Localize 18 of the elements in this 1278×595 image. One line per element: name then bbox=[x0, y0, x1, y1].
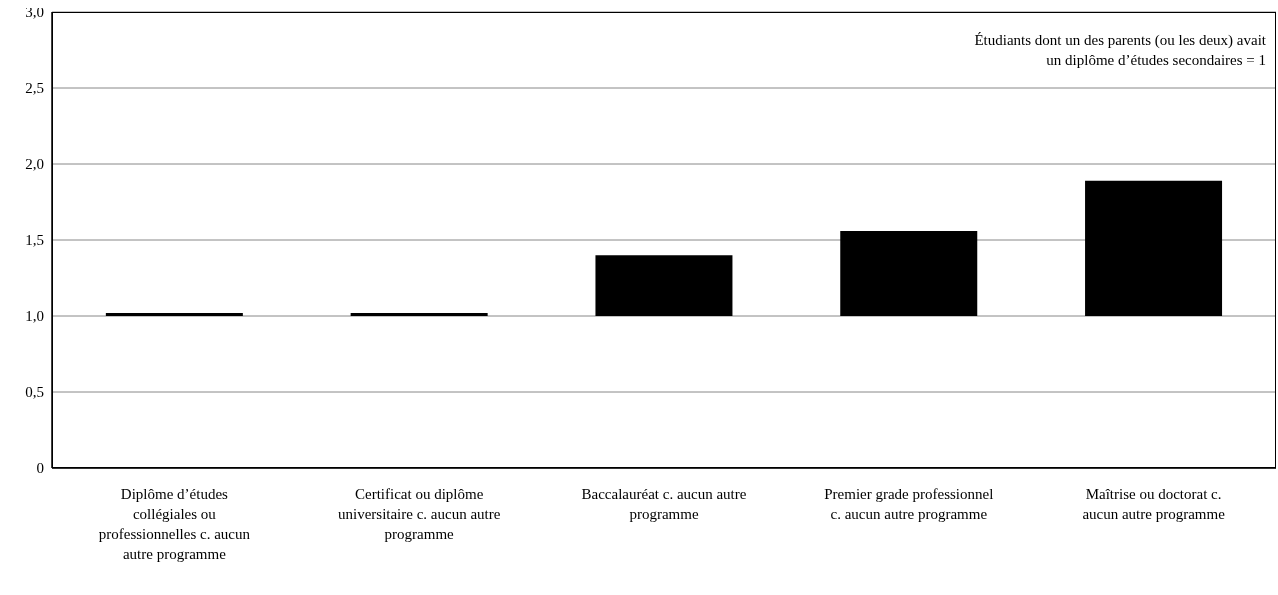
y-tick-label: 2,0 bbox=[25, 156, 44, 173]
bar bbox=[105, 312, 243, 316]
bar bbox=[1085, 180, 1223, 316]
bar bbox=[350, 312, 488, 316]
y-tick-label: 3,0 bbox=[25, 4, 44, 21]
x-tick-label: Premier grade professionnel c. aucun autre programme bbox=[823, 485, 995, 524]
x-tick-label: Maîtrise ou doctorat c. aucun autre programme bbox=[1081, 485, 1226, 524]
annotation: Étudiants dont un des parents (ou les deux) avait un diplôme d’études secondaires = 1 bbox=[973, 31, 1266, 70]
y-tick-label: 1,5 bbox=[25, 232, 44, 249]
bar bbox=[840, 230, 978, 316]
y-tick-label: 1,0 bbox=[25, 308, 44, 325]
x-tick-label: Certificat ou diplôme universitaire c. aucun autre programme bbox=[336, 485, 502, 544]
bar bbox=[595, 255, 733, 316]
x-tick-label: Diplôme d’études collégiales ou professionnelles c. aucun autre programme bbox=[97, 485, 251, 564]
y-tick-label: 0,5 bbox=[25, 384, 44, 401]
x-tick-label: Baccalauréat c. aucun autre programme bbox=[580, 485, 748, 524]
y-tick-label: 0 bbox=[36, 460, 44, 477]
y-tick-label: 2,5 bbox=[25, 80, 44, 97]
